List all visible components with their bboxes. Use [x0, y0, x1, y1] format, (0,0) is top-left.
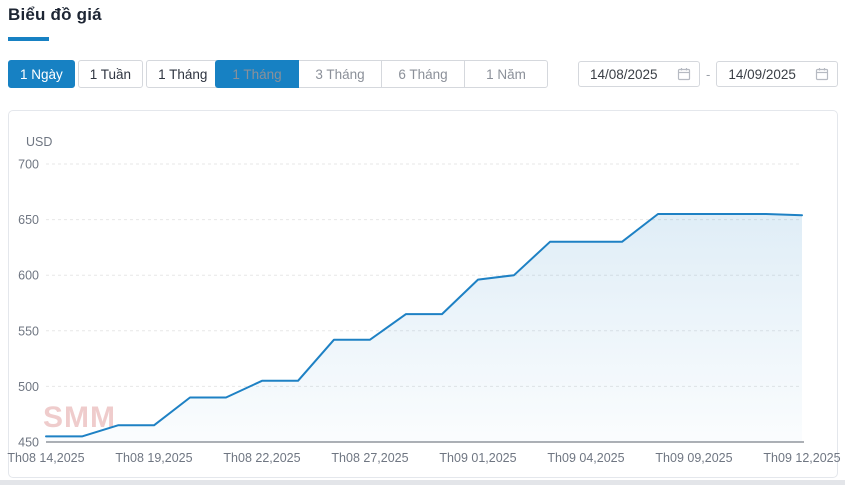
date-to-value: 14/09/2025	[728, 66, 796, 82]
price-line	[45, 213, 803, 438]
date-to-input[interactable]: 14/09/2025	[716, 61, 839, 87]
x-axis-tick-label: Th08 22,2025	[223, 451, 300, 465]
date-range-separator: -	[706, 66, 711, 82]
y-axis-tick-label: 450	[18, 436, 39, 450]
y-axis-tick-label: 650	[18, 213, 39, 227]
granularity-button-2[interactable]: 1 Tháng	[146, 60, 220, 88]
smm-watermark: SMM	[43, 401, 116, 434]
bottom-divider-strip	[0, 480, 845, 485]
granularity-button-0[interactable]: 1 Ngày	[8, 60, 75, 88]
date-range-picker: 14/08/2025 - 14/09/2025	[578, 61, 839, 87]
x-axis-tick-label: Th09 12,2025	[763, 451, 840, 465]
x-axis-tick-label: Th09 04,2025	[547, 451, 624, 465]
y-axis-tick-label: 550	[18, 324, 39, 338]
y-axis-tick-label: 700	[18, 158, 39, 172]
chart-card: 450 500 550 600 650 700 USD SMM Th08 14,2025 Th08…	[7, 110, 841, 478]
range-button-0[interactable]: 1 Tháng	[215, 60, 299, 88]
x-axis-tick-label: Th09 09,2025	[655, 451, 732, 465]
range-button-3[interactable]: 1 Năm	[464, 60, 548, 88]
range-button-2[interactable]: 6 Tháng	[381, 60, 465, 88]
x-axis-tick-label: Th08 14,2025	[7, 451, 84, 465]
title-accent-bar	[8, 37, 49, 41]
range-button-group: 1 Tháng 3 Tháng 6 Tháng 1 Năm	[215, 60, 548, 88]
calendar-icon[interactable]	[677, 67, 691, 81]
y-axis-tick-label: 500	[18, 380, 39, 394]
granularity-button-1[interactable]: 1 Tuần	[77, 60, 144, 88]
y-axis-unit-label: USD	[26, 135, 52, 149]
date-from-input[interactable]: 14/08/2025	[578, 61, 700, 87]
page-title: Biểu đồ giá	[8, 5, 102, 24]
price-area	[46, 214, 802, 442]
x-axis-tick-label: Th09 01,2025	[439, 451, 516, 465]
calendar-icon[interactable]	[815, 67, 829, 81]
x-axis-tick-label: Th08 19,2025	[115, 451, 192, 465]
y-axis-tick-label: 600	[18, 269, 39, 283]
range-button-1[interactable]: 3 Tháng	[298, 60, 382, 88]
date-from-value: 14/08/2025	[590, 66, 658, 82]
granularity-button-group: 1 Ngày 1 Tuần 1 Tháng	[8, 60, 220, 88]
x-axis-tick-label: Th08 27,2025	[331, 451, 408, 465]
chart-toolbar: 1 Ngày 1 Tuần 1 Tháng 1 Tháng 3 Tháng 6 Thán…	[0, 60, 845, 88]
price-chart-canvas: 450 500 550 600 650 700 USD SMM Th08 14,2025 Th08…	[7, 135, 840, 465]
